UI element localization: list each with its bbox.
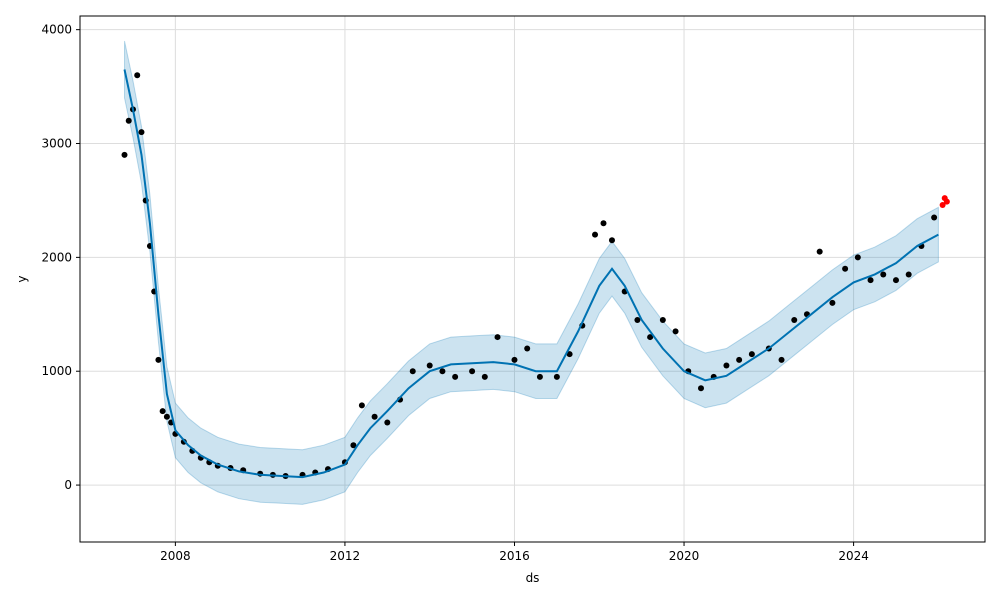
y-tick-label: 4000 <box>41 23 72 37</box>
observed-point <box>659 316 666 323</box>
observed-point <box>723 362 730 369</box>
observed-point <box>481 373 488 380</box>
y-tick-label: 2000 <box>41 250 72 264</box>
observed-point <box>536 373 543 380</box>
observed-point <box>829 299 836 306</box>
observed-point <box>469 368 476 375</box>
observed-point <box>371 413 378 420</box>
y-tick-label: 0 <box>64 478 72 492</box>
observed-point <box>511 356 518 363</box>
observed-point <box>791 316 798 323</box>
x-tick-label: 2024 <box>838 549 869 563</box>
holdout-points <box>939 195 950 208</box>
observed-point <box>748 351 755 358</box>
observed-point <box>125 117 132 124</box>
observed-point <box>778 356 785 363</box>
observed-point <box>592 231 599 238</box>
observed-point <box>892 277 899 284</box>
observed-point <box>553 373 560 380</box>
observed-point <box>647 334 654 341</box>
y-tick-label: 3000 <box>41 137 72 151</box>
observed-point <box>905 271 912 278</box>
observed-point <box>736 356 743 363</box>
observed-point <box>452 373 459 380</box>
uncertainty-band <box>124 40 939 505</box>
observed-point <box>880 271 887 278</box>
observed-point <box>134 72 141 79</box>
observed-point <box>600 220 607 227</box>
forecast-line-path <box>123 69 939 479</box>
observed-point <box>350 442 357 449</box>
observed-point <box>155 356 162 363</box>
plot-frame <box>79 15 986 543</box>
x-tick-label: 2008 <box>160 549 191 563</box>
y-tick-label: 1000 <box>41 364 72 378</box>
uncertainty-band-area <box>124 40 939 505</box>
holdout-point <box>943 198 950 205</box>
observed-point <box>854 254 861 261</box>
observed-point <box>816 248 823 255</box>
observed-point <box>409 368 416 375</box>
holdout-point <box>939 201 946 208</box>
observed-point <box>163 413 170 420</box>
observed-point <box>931 214 938 221</box>
observed-point <box>634 316 641 323</box>
observed-point <box>121 151 128 158</box>
observed-point <box>867 277 874 284</box>
axis-ticks: 2008 2012 2016 2020 2024 0 1000 2000 3000 4000 <box>41 23 868 563</box>
observed-point <box>494 334 501 341</box>
forecast-line <box>123 69 939 479</box>
observed-point <box>159 408 166 415</box>
x-tick-label: 2012 <box>330 549 361 563</box>
observed-point <box>842 265 849 272</box>
x-tick-label: 2016 <box>499 549 530 563</box>
observed-point <box>358 402 365 409</box>
grid <box>80 16 985 542</box>
x-axis-label: ds <box>526 571 540 585</box>
observed-point <box>138 129 145 136</box>
observed-point <box>608 237 615 244</box>
observed-point <box>426 362 433 369</box>
observed-point <box>524 345 531 352</box>
observed-point <box>384 419 391 426</box>
y-axis-label: y <box>15 275 29 282</box>
observed-point <box>672 328 679 335</box>
observed-point <box>439 368 446 375</box>
observed-point <box>566 351 573 358</box>
observed-point <box>697 385 704 392</box>
x-tick-label: 2020 <box>669 549 700 563</box>
